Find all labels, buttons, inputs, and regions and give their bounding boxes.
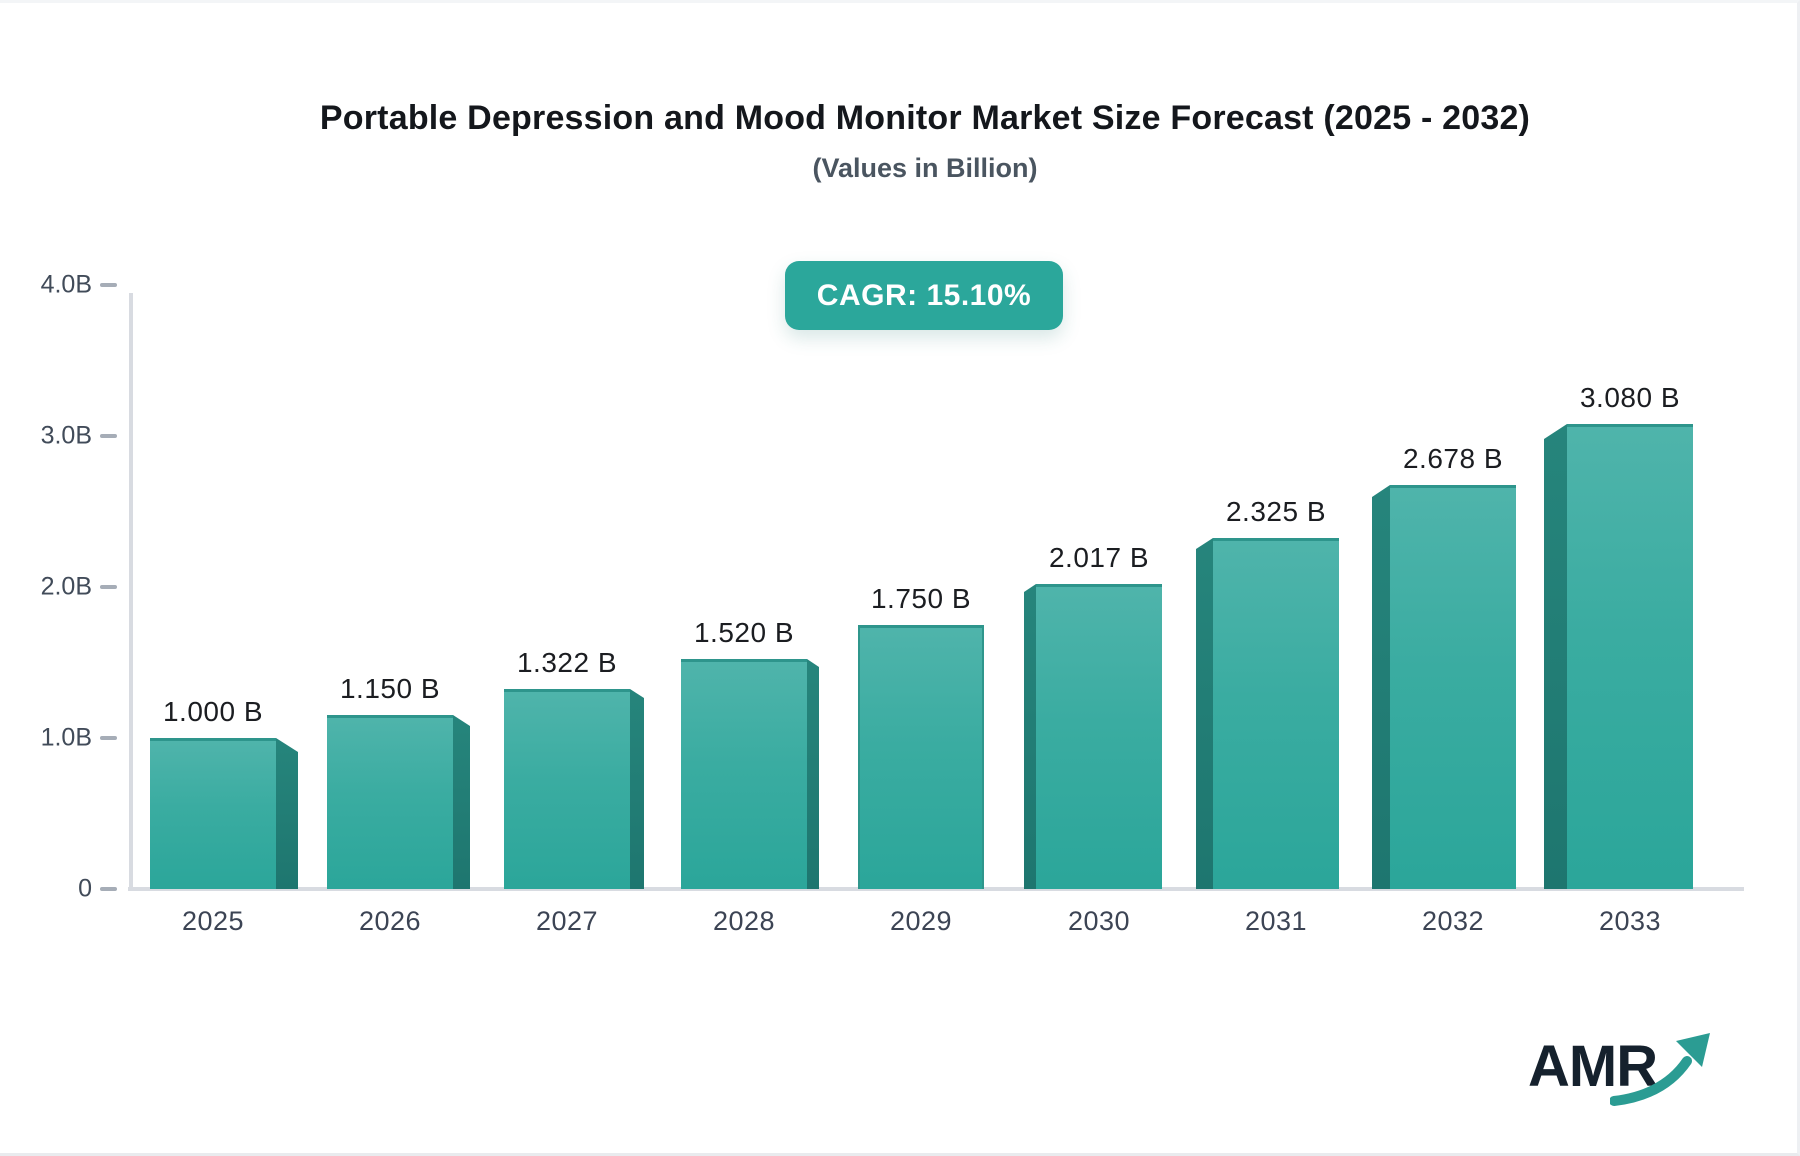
growth-arrow-icon (1610, 1033, 1710, 1106)
y-tick-label: 3.0B (40, 421, 92, 450)
bar (681, 659, 807, 889)
logo: AMR (1528, 1033, 1718, 1113)
y-tick-dash (100, 434, 117, 438)
bar (1390, 485, 1516, 889)
y-tick-dash (100, 283, 117, 287)
bar-side-face (1196, 538, 1213, 889)
logo-text: AMR (1528, 1034, 1658, 1099)
y-tick-label: 4.0B (40, 270, 92, 299)
bar (150, 738, 276, 889)
bar-value-label: 1.520 B (693, 617, 795, 648)
bar (327, 715, 453, 889)
y-tick-dash (100, 585, 117, 589)
bar (1567, 424, 1693, 889)
bar (1213, 538, 1339, 889)
cagr-badge: CAGR: 15.10% (785, 261, 1063, 330)
y-axis-line (129, 293, 133, 889)
bar-side-face (1544, 424, 1567, 889)
y-tick-label: 1.0B (40, 723, 92, 752)
page-title: Portable Depression and Mood Monitor Mar… (319, 99, 1531, 137)
bar-value-label: 1.150 B (339, 673, 441, 704)
bar-side-face (807, 659, 819, 889)
bar-side-face (630, 689, 644, 889)
x-tick-label: 2027 (535, 906, 599, 936)
bar-side-face (1024, 584, 1036, 889)
bar (1036, 584, 1162, 889)
bar-value-label: 1.000 B (162, 696, 264, 727)
x-tick-label: 2029 (889, 906, 953, 936)
x-tick-label: 2030 (1067, 906, 1131, 936)
bar-value-label: 1.750 B (870, 583, 972, 614)
bar-value-label: 1.322 B (516, 647, 618, 678)
bar (504, 689, 630, 889)
x-tick-label: 2026 (358, 906, 422, 936)
x-tick-label: 2032 (1421, 906, 1485, 936)
bar-value-label: 2.678 B (1402, 443, 1504, 474)
chart-subtitle: (Values in Billion) (812, 153, 1038, 183)
x-tick-label: 2028 (712, 906, 776, 936)
x-tick-label: 2031 (1244, 906, 1308, 936)
x-tick-label: 2033 (1598, 906, 1662, 936)
x-tick-label: 2025 (181, 906, 245, 936)
y-tick-dash (100, 736, 117, 740)
bar-value-label: 2.017 B (1048, 542, 1150, 573)
bar-value-label: 3.080 B (1579, 382, 1681, 413)
bar-side-face (276, 738, 298, 889)
bar-side-face (1372, 485, 1390, 889)
y-tick-label: 2.0B (40, 572, 92, 601)
x-axis-line (128, 887, 1744, 891)
y-tick-dash (100, 887, 117, 891)
bar-side-face (453, 715, 470, 889)
bar (858, 625, 984, 889)
bar-value-label: 2.325 B (1225, 496, 1327, 527)
y-tick-label: 0 (78, 874, 92, 903)
